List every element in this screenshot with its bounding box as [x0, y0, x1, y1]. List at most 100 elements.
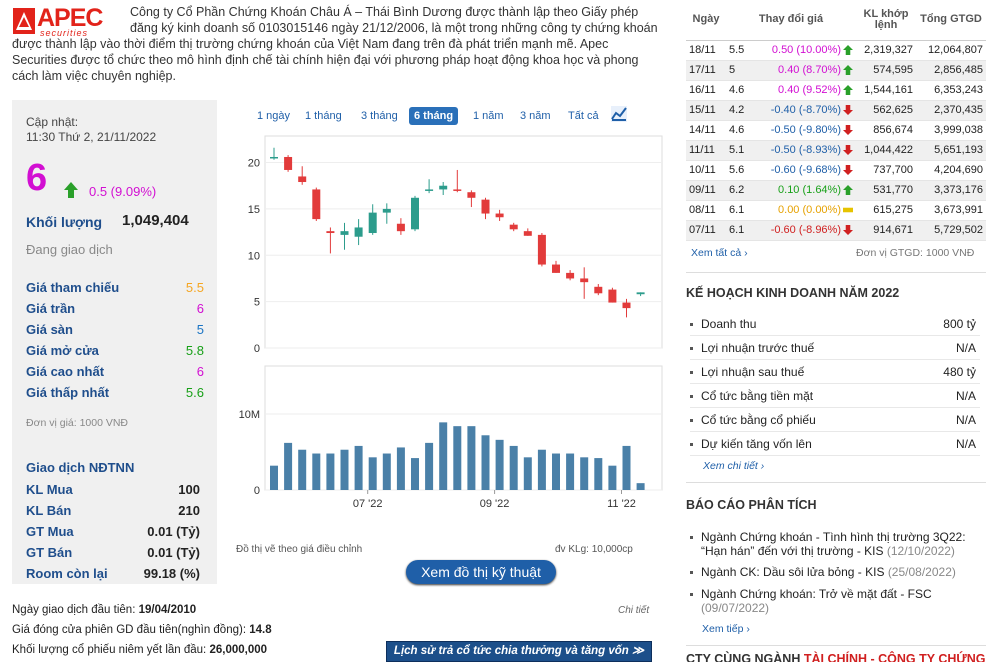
price-row: Giá thấp nhất 5.6: [26, 385, 204, 400]
report-title[interactable]: Ngành CK: Dầu sôi lửa bỏng - KIS: [701, 565, 885, 579]
foreign-row-value: 210: [178, 503, 200, 518]
report-item[interactable]: Ngành CK: Dầu sôi lửa bỏng - KIS (25/08/…: [690, 565, 980, 579]
first-day-line: Ngày giao dịch đầu tiên: 19/04/2010: [12, 604, 196, 616]
chart-tab[interactable]: 1 ngày: [257, 110, 291, 122]
candle-body: [622, 302, 631, 309]
history-value: 5,651,193: [916, 140, 986, 161]
volume-bar: [566, 453, 575, 490]
chart-tab[interactable]: 1 năm: [473, 110, 504, 122]
history-price: 6.1: [729, 204, 745, 216]
header-change: Thay đổi giá: [726, 0, 856, 41]
price-change: 0.5 (9.09%): [89, 184, 157, 199]
volume-bar: [312, 453, 321, 490]
history-volume: 2,319,327: [856, 40, 916, 61]
history-volume: 856,674: [856, 120, 916, 141]
price-row: Giá cao nhất 6: [26, 364, 204, 379]
history-date: 09/11: [686, 180, 726, 201]
price-row: Giá tham chiếu 5.5: [26, 280, 204, 295]
first-day-label: Ngày giao dịch đầu tiên:: [12, 604, 136, 616]
updated-time: 11:30 Thứ 2, 21/11/2022: [26, 130, 157, 144]
chart-tab[interactable]: 6 tháng: [409, 107, 459, 125]
foreign-row: KL Mua 100: [26, 482, 200, 497]
history-volume: 1,544,161: [856, 80, 916, 101]
history-volume: 914,671: [856, 220, 916, 241]
technical-chart-button[interactable]: Xem đồ thị kỹ thuật: [406, 560, 556, 584]
history-row: 16/11 4.6 0.40 (9.52%) 1,544,161 6,353,243: [686, 80, 986, 101]
bullet-icon: [690, 371, 693, 375]
chart-tab[interactable]: Tất cả: [568, 110, 599, 122]
history-value: 3,373,176: [916, 180, 986, 201]
chart-tab[interactable]: 3 tháng: [361, 110, 398, 122]
report-title[interactable]: Ngành Chứng khoán - Tình hình thị trường…: [701, 530, 966, 558]
volume-bar: [270, 465, 278, 490]
first-day-value: 19/04/2010: [138, 604, 197, 616]
chart-tab[interactable]: 3 năm: [520, 110, 551, 122]
history-row: 09/11 6.2 0.10 (1.64%) 531,770 3,373,176: [686, 180, 986, 201]
candle-body: [636, 292, 645, 295]
volume-bar: [453, 426, 462, 490]
history-change: 0.10 (1.64%): [778, 184, 841, 196]
plan-detail-link[interactable]: Xem chi tiết ›: [703, 460, 765, 472]
history-date: 14/11: [686, 120, 726, 141]
foreign-row-label: GT Bán: [26, 545, 73, 560]
history-change-cell: 4.6 -0.50 (-9.80%): [726, 120, 856, 141]
report-title[interactable]: Ngành Chứng khoán: Trở về mặt đất - FSC: [701, 587, 932, 601]
bullet-icon: [690, 571, 693, 574]
volume-tick-label: 0: [254, 485, 260, 497]
price-tick-label: 0: [254, 343, 260, 355]
candle-body: [382, 208, 391, 213]
plan-row-label: Lợi nhuận sau thuế: [701, 365, 805, 379]
apec-logo[interactable]: APEC securities: [12, 4, 124, 38]
candle-body: [537, 234, 546, 265]
candle-body: [284, 156, 293, 170]
price-row-value: 6: [196, 301, 204, 316]
history-value: 2,856,485: [916, 60, 986, 81]
trading-status: Đang giao dịch: [26, 242, 113, 257]
foreign-row-value: 0.01 (Tỷ): [147, 524, 200, 539]
flat-icon: [843, 207, 853, 213]
history-change: 0.40 (8.70%): [778, 64, 841, 76]
plan-row-label: Dự kiến tăng vốn lên: [701, 437, 812, 451]
price-row: Giá mở cửa 5.8: [26, 343, 204, 358]
first-price-value: 14.8: [249, 624, 272, 636]
report-text-wrap: Ngành CK: Dầu sôi lửa bỏng - KIS (25/08/…: [701, 565, 980, 579]
volume-plot-frame: [264, 365, 663, 491]
shares-label: Khối lượng cổ phiếu niêm yết lần đầu:: [12, 644, 207, 656]
history-price: 4.6: [729, 124, 745, 136]
plan-row: Cổ tức bằng cổ phiếu N/A: [690, 408, 980, 432]
chart-type-icon[interactable]: [611, 106, 627, 122]
divider: [686, 272, 986, 273]
chart-tab[interactable]: 1 tháng: [305, 110, 342, 122]
up-arrow-icon: [843, 65, 853, 76]
history-value: 5,729,502: [916, 220, 986, 241]
foreign-row-label: GT Mua: [26, 524, 74, 539]
chart-note-adjusted: Đồ thị vẽ theo giá điều chỉnh: [236, 544, 363, 555]
history-date: 11/11: [686, 140, 726, 161]
history-row: 15/11 4.2 -0.40 (-8.70%) 562,625 2,370,435: [686, 100, 986, 121]
report-item[interactable]: Ngành Chứng khoán: Trở về mặt đất - FSC …: [690, 587, 980, 615]
volume-label: Khối lượng: [26, 214, 103, 230]
logo-spacer: [12, 4, 130, 36]
history-change-cell: 5.1 -0.50 (-8.93%): [726, 140, 856, 161]
history-value: 4,204,690: [916, 160, 986, 181]
candle-body: [425, 189, 434, 191]
report-item[interactable]: Ngành Chứng khoán - Tình hình thị trường…: [690, 530, 980, 558]
candle-body: [566, 272, 575, 279]
history-view-all-link[interactable]: Xem tất cả ›: [691, 247, 748, 259]
listing-detail-link[interactable]: Chi tiết: [618, 605, 650, 616]
volume-bar: [368, 457, 377, 490]
price-row-value: 5.5: [185, 280, 204, 295]
foreign-row: Room còn lại 99.18 (%): [26, 566, 200, 581]
reports-title: BÁO CÁO PHÂN TÍCH: [686, 498, 817, 512]
up-arrow-icon: [843, 185, 853, 196]
dividend-history-button[interactable]: Lịch sử trả cổ tức chia thưởng và tăng v…: [386, 641, 652, 662]
price-row-value: 6: [196, 364, 204, 379]
history-date: 16/11: [686, 80, 726, 101]
bullet-icon: [690, 536, 693, 539]
shares-value: 26,000,000: [209, 644, 268, 656]
bullet-icon: [690, 347, 693, 351]
reports-more-link[interactable]: Xem tiếp ›: [702, 623, 750, 635]
foreign-row: KL Bán 210: [26, 503, 200, 518]
foreign-title: Giao dịch NĐTNN: [26, 460, 135, 475]
peers-industry-link[interactable]: TÀI CHÍNH - CÔNG TY CHỨNG: [803, 652, 986, 662]
